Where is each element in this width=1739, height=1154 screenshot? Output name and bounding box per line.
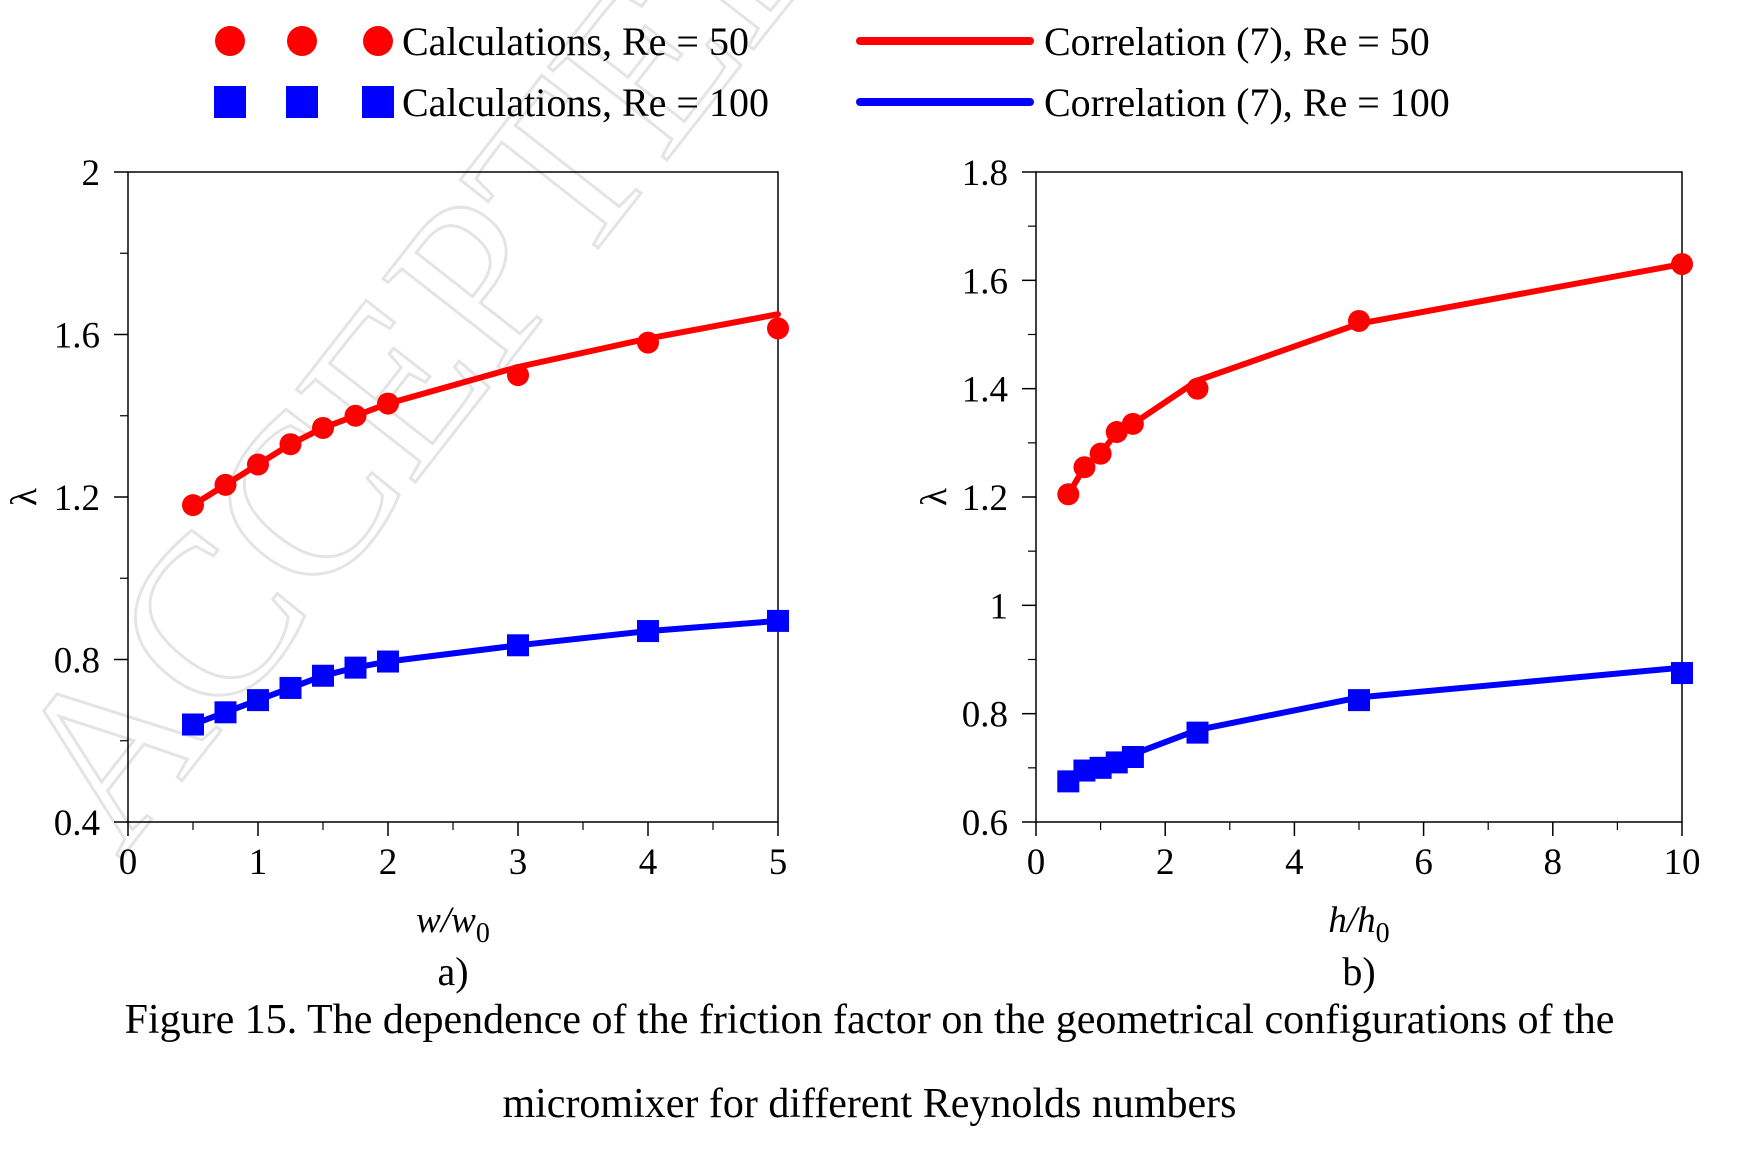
x-tick-label: 10: [1664, 842, 1701, 883]
legend: Calculations, Re = 50 Correlation (7), Re…: [214, 19, 1450, 125]
y-tick-label: 0.4: [54, 803, 100, 844]
series-line: [1065, 261, 1685, 498]
data-point-square: [247, 689, 269, 712]
x-tick-label: 3: [509, 842, 528, 883]
data-point-square: [767, 609, 789, 632]
legend-label: Correlation (7), Re = 100: [1044, 80, 1450, 125]
y-tick-label: 1: [990, 586, 1009, 627]
data-point-circle: [637, 331, 659, 354]
x-tick-label: 4: [639, 842, 658, 883]
y-tick-label: 0.6: [962, 803, 1008, 844]
x-axis-label: w/w0: [416, 900, 490, 949]
data-point-circle: [1057, 483, 1080, 506]
data-point-square: [279, 676, 302, 699]
y-tick-label: 0.8: [962, 695, 1008, 736]
data-point-circle: [312, 416, 334, 439]
data-point-circle: [1121, 412, 1144, 435]
x-axis-label-var: h/h: [1328, 900, 1375, 941]
y-tick-label: 1.2: [962, 478, 1008, 519]
x-tick-label: 4: [1285, 842, 1304, 883]
legend-square-marker: [362, 86, 394, 118]
legend-circle-marker: [363, 26, 393, 56]
data-point-circle: [1073, 456, 1096, 479]
x-tick-label: 0: [1027, 842, 1046, 883]
y-tick-label: 1.2: [54, 478, 100, 519]
x-tick-label: 6: [1414, 842, 1433, 883]
data-point-square: [182, 713, 204, 736]
x-axis-label-subscript: 0: [1376, 918, 1390, 949]
panel-label: a): [437, 949, 468, 994]
data-point-circle: [214, 473, 237, 496]
data-point-circle: [279, 433, 302, 456]
legend-label: Correlation (7), Re = 50: [1044, 19, 1430, 64]
figure-caption: Figure 15. The dependence of the frictio…: [0, 978, 1739, 1146]
data-point-circle: [1348, 309, 1370, 332]
y-axis-label: λ: [914, 488, 955, 506]
y-tick-label: 1.6: [962, 261, 1008, 302]
legend-label: Calculations, Re = 100: [402, 80, 769, 125]
data-point-circle: [247, 453, 269, 476]
y-tick-label: 1.8: [962, 153, 1008, 194]
data-point-circle: [344, 404, 367, 427]
data-point-circle: [507, 364, 529, 387]
y-axis-label: λ: [4, 488, 45, 506]
x-tick-label: 0: [119, 842, 138, 883]
data-point-square: [1671, 662, 1693, 685]
data-point-circle: [1186, 377, 1209, 400]
y-tick-label: 0.8: [54, 641, 100, 682]
legend-circle-marker: [287, 26, 317, 56]
data-point-square: [637, 620, 659, 643]
x-axis-label: h/h0: [1328, 900, 1389, 949]
series-line: [190, 617, 781, 728]
legend-square-marker: [214, 86, 246, 118]
data-point-square: [1121, 746, 1144, 768]
caption-line-1: Figure 15. The dependence of the frictio…: [124, 997, 1615, 1043]
series-line: [190, 311, 781, 509]
panel-label: b): [1342, 949, 1375, 994]
plot-frame: [1035, 171, 1683, 823]
x-tick-label: 8: [1544, 842, 1563, 883]
data-point-circle: [1089, 442, 1112, 465]
data-point-square: [1348, 689, 1370, 712]
x-tick-label: 5: [769, 842, 788, 883]
x-axis-label-var: w/w: [416, 900, 476, 941]
data-point-circle: [182, 494, 204, 517]
y-tick-label: 2: [82, 153, 101, 194]
data-point-circle: [1671, 253, 1693, 276]
data-point-square: [214, 701, 237, 724]
data-point-square: [312, 664, 334, 687]
legend-square-marker: [286, 86, 318, 118]
data-point-circle: [767, 317, 789, 340]
x-tick-label: 2: [379, 842, 398, 883]
data-point-square: [377, 650, 399, 673]
y-tick-label: 1.4: [962, 370, 1008, 411]
caption-line-2: micromixer for different Reynolds number…: [502, 1081, 1237, 1127]
x-axis-label-subscript: 0: [476, 918, 490, 949]
data-point-square: [1186, 721, 1209, 744]
series-line: [1065, 664, 1685, 785]
data-point-square: [507, 634, 529, 657]
panel-b: 0 2 4 6 8 100.60.811.21.41.61.8λh/h0b): [914, 153, 1701, 994]
data-point-square: [344, 656, 367, 679]
x-tick-label: 2: [1156, 842, 1175, 883]
watermark: ACCEPTED MANUSCRIPT: [0, 0, 1739, 892]
legend-circle-marker: [215, 26, 245, 56]
data-point-circle: [377, 392, 399, 415]
x-tick-label: 1: [249, 842, 268, 883]
legend-label: Calculations, Re = 50: [402, 19, 749, 64]
y-tick-label: 1.6: [54, 316, 100, 357]
